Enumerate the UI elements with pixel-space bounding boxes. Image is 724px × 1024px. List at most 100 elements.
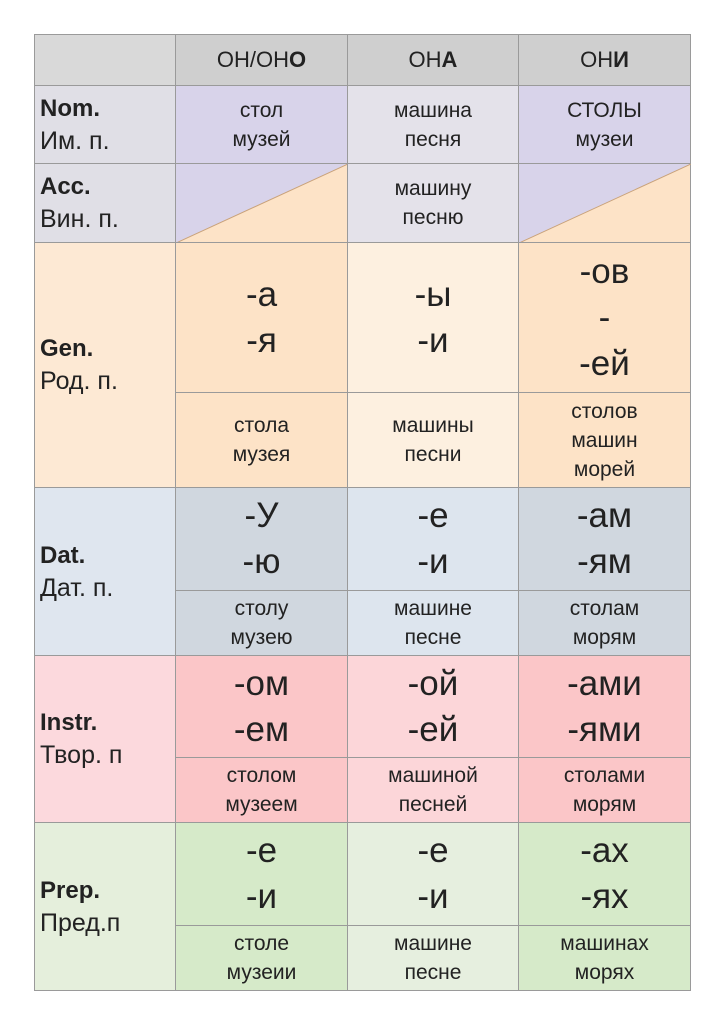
examples-cell: столе музеии <box>175 925 348 991</box>
header-plain: ОН <box>580 47 614 72</box>
cell-text: музеии <box>226 961 297 984</box>
case-name: Acc. <box>40 173 91 200</box>
cell-text: музеем <box>225 793 298 816</box>
case-name: Instr. <box>40 709 98 736</box>
cell-text: песни <box>404 443 462 466</box>
endings-cell: -ам -ям <box>518 487 691 591</box>
cell-text: машины <box>392 414 474 437</box>
cell-text: столов <box>571 399 638 423</box>
cell-text: -ой <box>407 663 459 703</box>
row-label: Gen. Род. п. <box>34 242 176 488</box>
examples-cell: столом музеем <box>175 757 348 823</box>
cell-text: -ю <box>242 542 281 581</box>
cell-text: морях <box>574 961 635 984</box>
examples-cell: машину песню <box>347 163 519 243</box>
case-name-ru: Пред.п <box>40 908 121 937</box>
endings-cell: -а -я <box>175 242 348 393</box>
cell-text: -ами <box>567 663 642 703</box>
cell-text: машине <box>394 597 472 620</box>
endings-cell: -ами -ями <box>518 655 691 758</box>
endings-cell: -ах -ях <box>518 822 691 926</box>
row-label: Instr. Твор. п <box>34 655 176 823</box>
cell-text: музеи <box>575 127 634 151</box>
endings-cell: -е -и <box>347 487 519 591</box>
cell-text: -и <box>417 877 449 916</box>
case-name: Prep. <box>40 876 101 904</box>
case-name: Nom. <box>40 94 100 122</box>
row-label: Dat. Дат. п. <box>34 487 176 656</box>
header-bold: А <box>441 47 458 72</box>
cell-text: столе <box>233 932 290 955</box>
case-name: Dat. <box>40 541 86 569</box>
cell-text: -е <box>417 496 449 535</box>
cell-text: -ем <box>233 709 290 749</box>
cell-text: песню <box>402 206 464 229</box>
cell-text: -ом <box>233 663 290 703</box>
endings-cell: -е -и <box>175 822 348 926</box>
header-cell: ОН/ОНО <box>175 34 348 86</box>
cell-text: песней <box>398 793 468 816</box>
examples-cell: машиной песней <box>347 757 519 823</box>
header-text: ОНА <box>409 47 458 73</box>
examples-cell: машины песни <box>347 392 519 488</box>
row-label: Acc. Вин. п. <box>34 163 176 243</box>
cell-text: машине <box>394 932 472 955</box>
examples-cell: столами морям <box>518 757 691 823</box>
cell-text: столами <box>563 764 646 787</box>
cell-text: -ы <box>414 274 452 314</box>
cell-text: -я <box>246 320 277 360</box>
endings-cell: -У -ю <box>175 487 348 591</box>
case-name-ru: Твор. п <box>40 741 123 769</box>
cell-text: стол <box>239 98 284 122</box>
cell-text: -и <box>417 542 449 581</box>
cell-text: -а <box>245 274 278 314</box>
cell-text: -ям <box>577 542 632 581</box>
case-name-ru: Род. п. <box>40 367 118 395</box>
cell-text: -ей <box>579 343 630 383</box>
cell-text: -ях <box>580 877 629 916</box>
cell-text: морям <box>572 626 637 649</box>
examples-cell: СТОЛЫ музеи <box>518 85 691 164</box>
examples-cell: стол музей <box>175 85 348 164</box>
cell-text: машину <box>394 177 472 200</box>
examples-cell: столам морям <box>518 590 691 656</box>
cell-text: -и <box>417 320 449 360</box>
endings-cell: -ом -ем <box>175 655 348 758</box>
header-text: ОН/ОНО <box>217 47 306 73</box>
row-label: Prep. Пред.п <box>34 822 176 991</box>
examples-cell: машина песня <box>347 85 519 164</box>
header-cell: ОНИ <box>518 34 691 86</box>
cell-text: машинах <box>560 932 649 955</box>
examples-cell: машине песне <box>347 590 519 656</box>
cell-text: столом <box>226 764 297 787</box>
cell-text: музею <box>230 626 293 649</box>
cell-text: песне <box>404 626 462 649</box>
header-plain: ОН <box>408 47 442 72</box>
header-plain: ОН/ОН <box>216 47 289 72</box>
cell-text: - <box>598 297 611 337</box>
cell-text: морям <box>572 793 637 816</box>
endings-cell: -ов - -ей <box>518 242 691 393</box>
header-corner <box>34 34 176 86</box>
cell-text: музея <box>232 443 291 466</box>
cell-text: -ам <box>576 496 633 535</box>
case-name-ru: Дат. п. <box>40 573 114 602</box>
header-text: ОНИ <box>580 47 629 73</box>
case-name-ru: Вин. п. <box>40 205 119 233</box>
header-bold: И <box>613 47 629 72</box>
cell-text: морей <box>573 457 636 481</box>
endings-cell: -ой -ей <box>347 655 519 758</box>
cell-text: -У <box>244 496 279 535</box>
cell-text: машин <box>571 428 638 452</box>
diagonal <box>519 164 691 243</box>
examples-cell: машине песне <box>347 925 519 991</box>
cell-text: -ах <box>580 831 629 870</box>
diagonal <box>176 164 348 243</box>
cell-text: -е <box>417 831 449 870</box>
empty-cell <box>175 163 348 243</box>
endings-cell: -е -и <box>347 822 519 926</box>
cell-text: -ей <box>407 709 459 749</box>
cell-text: -ями <box>567 709 642 749</box>
cell-text: -е <box>245 831 278 870</box>
